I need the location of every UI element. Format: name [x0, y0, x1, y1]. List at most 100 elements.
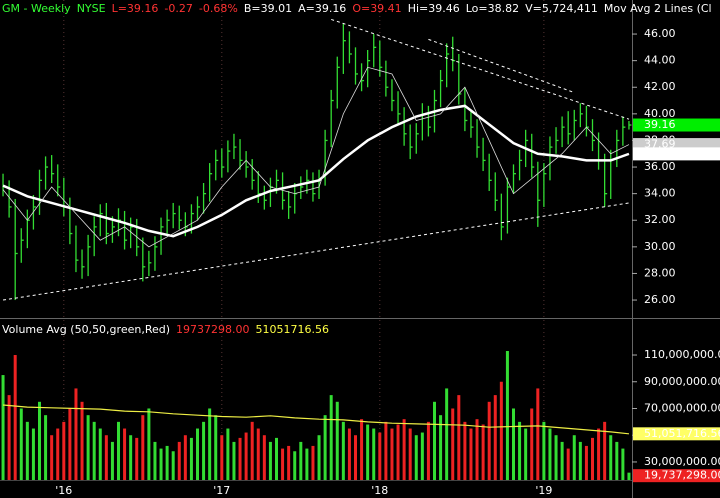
volume-bar: [281, 448, 285, 480]
volume-bar: [80, 401, 84, 480]
volume-bar: [360, 419, 364, 480]
price-header: GM - Weekly NYSE L=39.16 -0.27 -0.68% B=39.01…: [2, 2, 718, 15]
y-tick-label: 28.00: [644, 266, 676, 279]
volume-bar: [408, 428, 412, 480]
volume-bar: [38, 401, 41, 480]
volume-bar: [31, 428, 35, 480]
x-tick-label: '17: [213, 484, 230, 497]
value-box: [633, 118, 720, 132]
volume-bar: [572, 435, 576, 480]
y-tick-label: 36.00: [644, 160, 676, 173]
header-item: Volume Avg (50,50,green,Red): [2, 323, 171, 336]
volume-bar: [19, 408, 23, 480]
x-tick-label: '18: [371, 484, 388, 497]
header-item: V=5,724,411: [525, 2, 598, 15]
header-item: Hi=39.46: [407, 2, 460, 15]
volume-bar: [566, 448, 570, 480]
y-tick-label: 26.00: [644, 293, 676, 306]
volume-bar: [238, 437, 242, 480]
volume-bar: [481, 424, 485, 480]
y-tick-label: 34.00: [644, 187, 676, 200]
volume-bar: [378, 432, 382, 480]
volume-bar: [402, 419, 406, 480]
volume-bar: [597, 428, 601, 480]
volume-bar: [426, 421, 430, 480]
volume-tick-label: 30,000,000.00: [644, 455, 720, 468]
volume-bar: [335, 401, 339, 480]
volume-bar: [275, 437, 278, 480]
volume-bar: [524, 428, 528, 480]
value-box-label: 36.99: [644, 147, 676, 160]
volume-bar: [159, 448, 163, 480]
volume-bar: [123, 428, 127, 480]
volume-bar: [578, 441, 582, 480]
header-item: Lo=38.82: [465, 2, 520, 15]
volume-bar: [214, 415, 218, 480]
volume-bar: [433, 401, 436, 480]
volume-bar: [13, 355, 17, 480]
volume-bar: [615, 441, 619, 480]
volume-bar: [92, 421, 96, 480]
volume-bar: [354, 435, 357, 480]
volume-bar: [232, 441, 236, 480]
volume-bar: [530, 408, 534, 480]
volume-bar: [372, 428, 376, 480]
volume-bar: [50, 435, 54, 480]
y-tick-label: 32.00: [644, 213, 676, 226]
volume-bar: [305, 448, 309, 480]
value-box: [633, 147, 720, 161]
volume-bar: [487, 401, 491, 480]
volume-bar: [104, 435, 108, 480]
volume-bar: [554, 435, 558, 480]
y-tick-label: 42.00: [644, 80, 676, 93]
volume-bar: [7, 395, 11, 480]
volume-bar: [74, 388, 78, 480]
volume-bar: [129, 435, 133, 480]
volume-bar: [196, 428, 199, 480]
volume-bar: [171, 451, 175, 480]
volume-bar: [44, 415, 48, 480]
volume-bar: [323, 415, 327, 480]
volume-bar: [414, 435, 418, 480]
volume-bar: [621, 448, 625, 480]
trendline: [428, 38, 575, 94]
header-item: A=39.16: [298, 2, 347, 15]
volume-bar: [202, 421, 206, 480]
volume-bar: [499, 381, 503, 480]
volume-tick-label: 90,000,000.00: [644, 375, 720, 388]
volume-bar: [68, 408, 72, 480]
volume-bar: [287, 445, 291, 480]
volume-bar: [98, 428, 102, 480]
volume-bar: [317, 435, 321, 480]
volume-bar: [463, 421, 467, 480]
volume-bar: [135, 437, 139, 480]
volume-bar: [384, 421, 388, 480]
volume-header: Volume Avg (50,50,green,Red) 19737298.00 5…: [2, 323, 335, 336]
volume-tick-label: 110,000,000.00: [644, 348, 720, 361]
volume-bar: [609, 435, 613, 480]
volume-bar: [147, 408, 151, 480]
trendline: [2, 202, 630, 301]
volume-bar: [347, 428, 351, 480]
volume-bar: [591, 437, 594, 480]
volume-bar: [311, 445, 315, 480]
volume-bar: [548, 428, 552, 480]
volume-bar: [165, 445, 169, 480]
volume-bar: [62, 421, 66, 480]
volume-bar: [256, 428, 260, 480]
volume-bar: [262, 435, 266, 480]
volume-bar: [627, 472, 631, 480]
value-box: [633, 427, 720, 441]
volume-bar: [457, 395, 461, 480]
volume-bar: [329, 395, 333, 480]
volume-tick-label: 70,000,000.00: [644, 401, 720, 414]
volume-bar: [244, 432, 248, 480]
volume-bar: [445, 388, 449, 480]
volume-bar: [183, 435, 187, 480]
value-box-label: 37.69: [644, 138, 676, 151]
volume-bar: [451, 408, 455, 480]
volume-bar: [475, 419, 479, 480]
header-item: 51051716.56: [255, 323, 329, 336]
